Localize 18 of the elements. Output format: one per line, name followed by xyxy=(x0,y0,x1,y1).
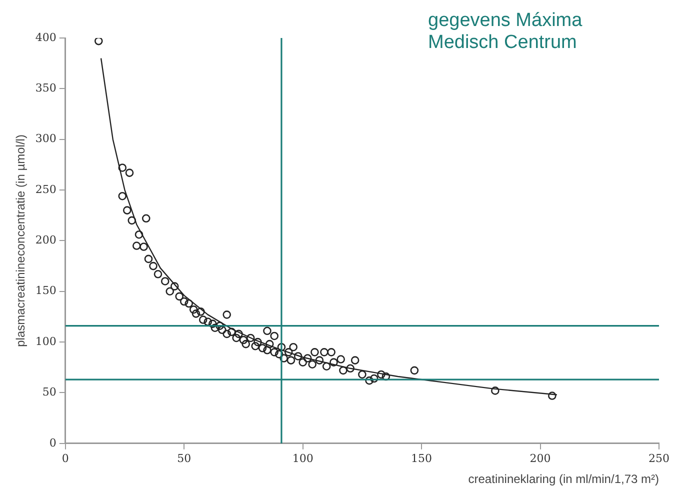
annotation: gegevens Máxima Medisch Centrum xyxy=(428,10,584,54)
x-tick-label: 0 xyxy=(62,452,69,465)
x-tick-label: 100 xyxy=(292,452,314,465)
y-axis-title: plasmacreatinineconcentratie (in µmol/l) xyxy=(14,134,28,347)
y-tick-label: 150 xyxy=(35,284,56,298)
y-tick-label: 50 xyxy=(42,386,56,399)
y-tick-label: 300 xyxy=(35,132,56,146)
x-tick-label: 250 xyxy=(648,452,670,465)
y-tick-label: 200 xyxy=(35,234,56,247)
x-axis-title: creatinineklaring (in ml/min/1,73 m²) xyxy=(468,472,659,486)
y-tick-label: 350 xyxy=(35,82,56,95)
y-tick-label: 400 xyxy=(35,30,56,44)
y-tick-label: 100 xyxy=(35,334,56,348)
y-tick-label: 250 xyxy=(35,182,56,196)
x-tick-label: 50 xyxy=(177,452,192,465)
x-tick-label: 200 xyxy=(530,452,551,465)
y-tick-label: 0 xyxy=(49,436,56,450)
x-tick-label: 150 xyxy=(411,452,432,465)
